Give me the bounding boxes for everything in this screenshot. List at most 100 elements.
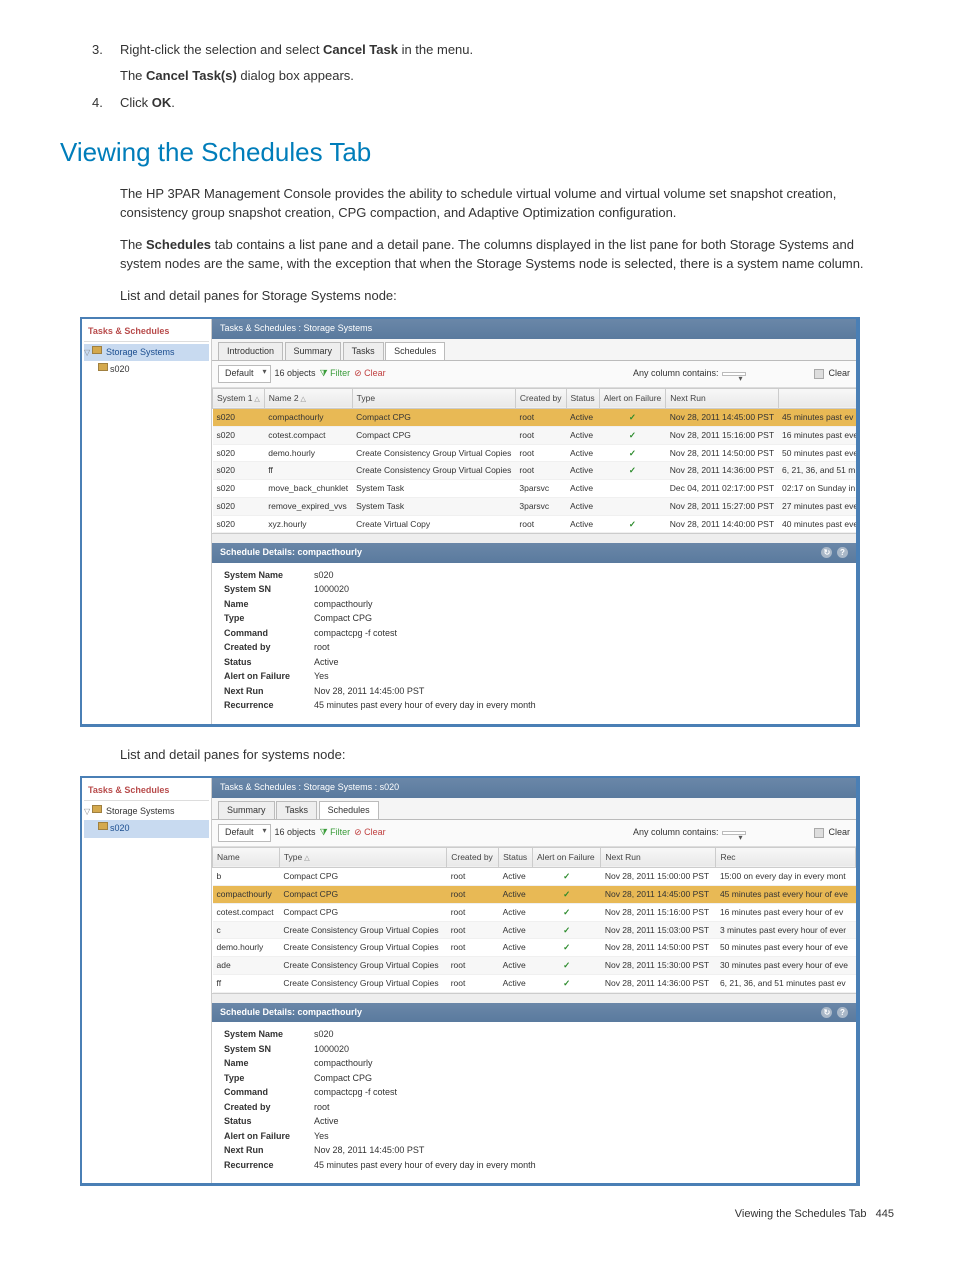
col-name[interactable]: Name 2 bbox=[264, 388, 352, 409]
table-row[interactable]: ffCreate Consistency Group Virtual Copie… bbox=[213, 974, 856, 992]
detail-value: Yes bbox=[314, 670, 844, 684]
filter-link[interactable]: ⧩ Filter bbox=[320, 826, 351, 840]
table-row[interactable]: demo.hourlyCreate Consistency Group Virt… bbox=[213, 939, 856, 957]
table-row[interactable]: s020ffCreate Consistency Group Virtual C… bbox=[213, 462, 857, 480]
col-status[interactable]: Status bbox=[499, 847, 533, 868]
step-list: 3. Right-click the selection and select … bbox=[120, 40, 894, 113]
screenshot-storage-systems: Tasks & Schedules ▽ Storage Systems s020… bbox=[80, 317, 860, 727]
col-type[interactable]: Type bbox=[352, 388, 515, 409]
help-icon[interactable]: ? bbox=[837, 1007, 848, 1018]
schedules-grid: Name Type Created by Status Alert on Fai… bbox=[212, 847, 856, 993]
cell: root bbox=[515, 444, 566, 462]
clear-link[interactable]: ⊘ Clear bbox=[354, 826, 386, 840]
nav-item-storage-systems[interactable]: ▽ Storage Systems bbox=[84, 344, 209, 362]
cell: ✓ bbox=[599, 409, 666, 427]
scrollbar[interactable] bbox=[212, 533, 856, 543]
refresh-icon[interactable]: ↻ bbox=[821, 1007, 832, 1018]
any-column-dropdown[interactable] bbox=[722, 372, 746, 376]
cell: s020 bbox=[213, 480, 265, 498]
cell: 16 minutes past eve bbox=[778, 426, 856, 444]
nav-item-s020[interactable]: s020 bbox=[84, 361, 209, 379]
detail-row: System Names020 bbox=[224, 569, 844, 583]
detail-row: Commandcompactcpg -f cotest bbox=[224, 1086, 844, 1100]
col-system[interactable]: System 1 bbox=[213, 388, 265, 409]
step-sub-bold: Cancel Task(s) bbox=[146, 68, 237, 83]
col-nextrun[interactable]: Next Run bbox=[601, 847, 716, 868]
clear-link-label: Clear bbox=[364, 827, 386, 837]
table-row[interactable]: cCreate Consistency Group Virtual Copies… bbox=[213, 921, 856, 939]
step-text: Right-click the selection and select Can… bbox=[120, 42, 473, 57]
cell: compacthourly bbox=[213, 886, 280, 904]
clear-link[interactable]: ⊘ Clear bbox=[354, 367, 386, 381]
nav-item-storage-systems[interactable]: ▽ Storage Systems bbox=[84, 803, 209, 821]
tab-schedules[interactable]: Schedules bbox=[385, 342, 445, 361]
expand-icon[interactable]: ▽ bbox=[84, 806, 90, 818]
caption-1: List and detail panes for Storage System… bbox=[120, 286, 894, 306]
expand-icon[interactable]: ▽ bbox=[84, 347, 90, 359]
col-alert[interactable]: Alert on Failure bbox=[533, 847, 601, 868]
detail-label: Alert on Failure bbox=[224, 1130, 314, 1144]
refresh-icon[interactable]: ↻ bbox=[821, 547, 832, 558]
section-heading: Viewing the Schedules Tab bbox=[60, 133, 894, 172]
col-type[interactable]: Type bbox=[279, 847, 446, 868]
step-text-b: . bbox=[171, 95, 175, 110]
filter-dropdown[interactable]: Default bbox=[218, 365, 271, 383]
col-status[interactable]: Status bbox=[566, 388, 599, 409]
cell: cotest.compact bbox=[264, 426, 352, 444]
detail-row: StatusActive bbox=[224, 656, 844, 670]
col-alert[interactable]: Alert on Failure bbox=[599, 388, 666, 409]
cell: Create Consistency Group Virtual Copies bbox=[352, 462, 515, 480]
detail-label: Next Run bbox=[224, 685, 314, 699]
cell: s020 bbox=[213, 444, 265, 462]
tab-introduction[interactable]: Introduction bbox=[218, 342, 283, 361]
details-title: Schedule Details: compacthourly bbox=[220, 546, 362, 560]
cell: ✓ bbox=[533, 868, 601, 886]
col-rec[interactable] bbox=[778, 388, 856, 409]
export-label[interactable]: Clear bbox=[828, 826, 850, 840]
tab-tasks[interactable]: Tasks bbox=[276, 801, 317, 820]
scrollbar[interactable] bbox=[212, 993, 856, 1003]
tab-summary[interactable]: Summary bbox=[218, 801, 275, 820]
cell: ✓ bbox=[533, 939, 601, 957]
col-name[interactable]: Name bbox=[213, 847, 280, 868]
cell: Create Consistency Group Virtual Copies bbox=[279, 957, 446, 975]
table-row[interactable]: s020compacthourlyCompact CPGrootActive✓N… bbox=[213, 409, 857, 427]
table-row[interactable]: s020remove_expired_vvsSystem Task3parsvc… bbox=[213, 497, 857, 515]
screenshot-system-node: Tasks & Schedules ▽ Storage Systems s020… bbox=[80, 776, 860, 1186]
table-row[interactable]: adeCreate Consistency Group Virtual Copi… bbox=[213, 957, 856, 975]
nav-item-s020[interactable]: s020 bbox=[84, 820, 209, 838]
filter-link[interactable]: ⧩ Filter bbox=[320, 367, 351, 381]
export-label[interactable]: Clear bbox=[828, 367, 850, 381]
export-icon[interactable] bbox=[814, 369, 824, 379]
table-row[interactable]: s020demo.hourlyCreate Consistency Group … bbox=[213, 444, 857, 462]
col-nextrun[interactable]: Next Run bbox=[666, 388, 778, 409]
tab-tasks[interactable]: Tasks bbox=[343, 342, 384, 361]
table-row[interactable]: bCompact CPGrootActive✓Nov 28, 2011 15:0… bbox=[213, 868, 856, 886]
col-rec[interactable]: Rec bbox=[716, 847, 856, 868]
detail-row: Next RunNov 28, 2011 14:45:00 PST bbox=[224, 685, 844, 699]
details-body: System Names020System SN1000020Namecompa… bbox=[212, 563, 856, 724]
export-icon[interactable] bbox=[814, 828, 824, 838]
tab-summary[interactable]: Summary bbox=[285, 342, 342, 361]
col-createdby[interactable]: Created by bbox=[447, 847, 499, 868]
filter-dropdown[interactable]: Default bbox=[218, 824, 271, 842]
step-sub: The Cancel Task(s) dialog box appears. bbox=[120, 66, 894, 86]
detail-label: Created by bbox=[224, 641, 314, 655]
step-4: 4. Click OK. bbox=[120, 93, 894, 113]
check-icon: ✓ bbox=[603, 429, 662, 442]
detail-label: Status bbox=[224, 1115, 314, 1129]
cell: 6, 21, 36, and 51 m bbox=[778, 462, 856, 480]
cell: Active bbox=[566, 462, 599, 480]
tab-schedules[interactable]: Schedules bbox=[319, 801, 379, 820]
cell: s020 bbox=[213, 497, 265, 515]
any-column-dropdown[interactable] bbox=[722, 831, 746, 835]
table-row[interactable]: cotest.compactCompact CPGrootActive✓Nov … bbox=[213, 903, 856, 921]
table-row[interactable]: compacthourlyCompact CPGrootActive✓Nov 2… bbox=[213, 886, 856, 904]
table-row[interactable]: s020move_back_chunkletSystem Task3parsvc… bbox=[213, 480, 857, 498]
table-row[interactable]: s020cotest.compactCompact CPGrootActive✓… bbox=[213, 426, 857, 444]
col-createdby[interactable]: Created by bbox=[515, 388, 566, 409]
cell: remove_expired_vvs bbox=[264, 497, 352, 515]
table-row[interactable]: s020xyz.hourlyCreate Virtual CopyrootAct… bbox=[213, 515, 857, 533]
cell: Active bbox=[499, 939, 533, 957]
help-icon[interactable]: ? bbox=[837, 547, 848, 558]
